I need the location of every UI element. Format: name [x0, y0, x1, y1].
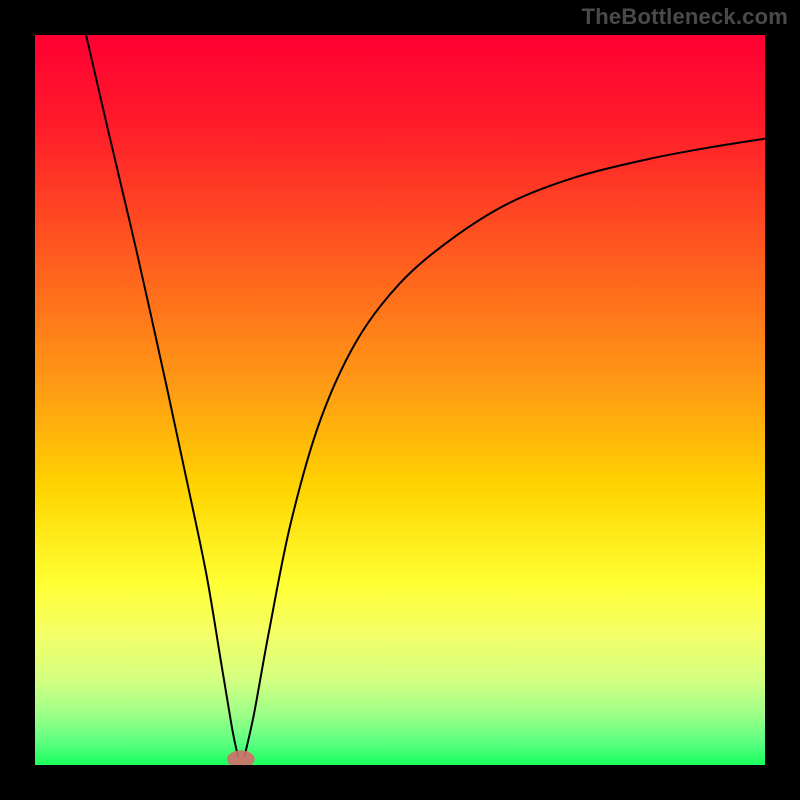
gradient-background [35, 35, 765, 765]
bottleneck-chart [35, 35, 765, 765]
watermark-text: TheBottleneck.com [582, 4, 788, 30]
